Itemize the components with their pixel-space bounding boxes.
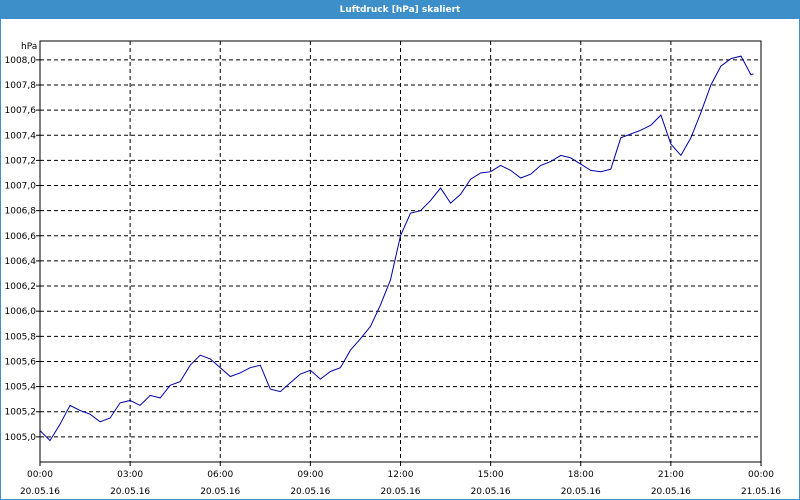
y-tick-label: 1006,0 xyxy=(5,307,37,317)
x-tick-time-label: 09:00 xyxy=(297,470,323,480)
x-tick-time-label: 00:00 xyxy=(27,470,53,480)
y-tick-label: 1005,0 xyxy=(5,433,37,443)
y-tick-label: 1005,8 xyxy=(5,332,37,342)
grid-lines xyxy=(40,41,761,462)
x-tick-time-label: 15:00 xyxy=(478,470,504,480)
x-tick-time-label: 12:00 xyxy=(388,470,414,480)
y-tick-label: 1005,4 xyxy=(5,383,37,393)
x-tick-time-label: 06:00 xyxy=(207,470,233,480)
x-tick-time-label: 21:00 xyxy=(658,470,684,480)
y-tick-label: 1005,6 xyxy=(5,357,37,367)
pressure-line-chart: 1005,0 1005,2 1005,4 1005,6 1005,8 1006,0 1006… xyxy=(5,40,781,497)
x-tick-date-label: 20.05.16 xyxy=(200,487,240,497)
x-tick-date-label: 21.05.16 xyxy=(741,487,781,497)
y-tick-label: 1005,2 xyxy=(5,408,37,418)
y-axis-unit-label: hPa xyxy=(21,42,37,52)
series-line-luftdruck xyxy=(39,55,754,442)
y-tick-label: 1008,0 xyxy=(5,56,37,66)
x-tick-time-label: 00:00 xyxy=(748,470,774,480)
x-tick-date-label: 20.05.16 xyxy=(110,487,150,497)
x-axis-ticks: 00:00 20.05.16 03:00 20.05.16 06:00 20.05.16 0… xyxy=(20,462,781,497)
x-tick-time-label: 03:00 xyxy=(117,470,143,480)
plot-frame xyxy=(39,40,762,463)
y-tick-label: 1006,8 xyxy=(5,207,37,217)
y-tick-label: 1007,2 xyxy=(5,156,37,166)
x-tick-date-label: 20.05.16 xyxy=(290,487,330,497)
y-tick-label: 1007,8 xyxy=(5,81,37,91)
x-tick-date-label: 20.05.16 xyxy=(20,487,60,497)
y-tick-label: 1006,2 xyxy=(5,282,37,292)
y-tick-label: 1006,4 xyxy=(5,257,37,267)
x-tick-date-label: 20.05.16 xyxy=(651,487,691,497)
y-tick-label: 1007,6 xyxy=(5,106,37,116)
x-tick-date-label: 20.05.16 xyxy=(471,487,511,497)
y-axis-ticks: 1005,0 1005,2 1005,4 1005,6 1005,8 1006,0 1006… xyxy=(5,56,40,443)
y-tick-label: 1007,4 xyxy=(5,131,37,141)
y-tick-label: 1007,0 xyxy=(5,182,37,192)
x-tick-date-label: 20.05.16 xyxy=(380,487,420,497)
y-tick-label: 1006,6 xyxy=(5,232,37,242)
x-tick-time-label: 18:00 xyxy=(568,470,594,480)
x-tick-date-label: 20.05.16 xyxy=(561,487,601,497)
window-title: Luftdruck [hPa] skaliert xyxy=(1,1,799,19)
